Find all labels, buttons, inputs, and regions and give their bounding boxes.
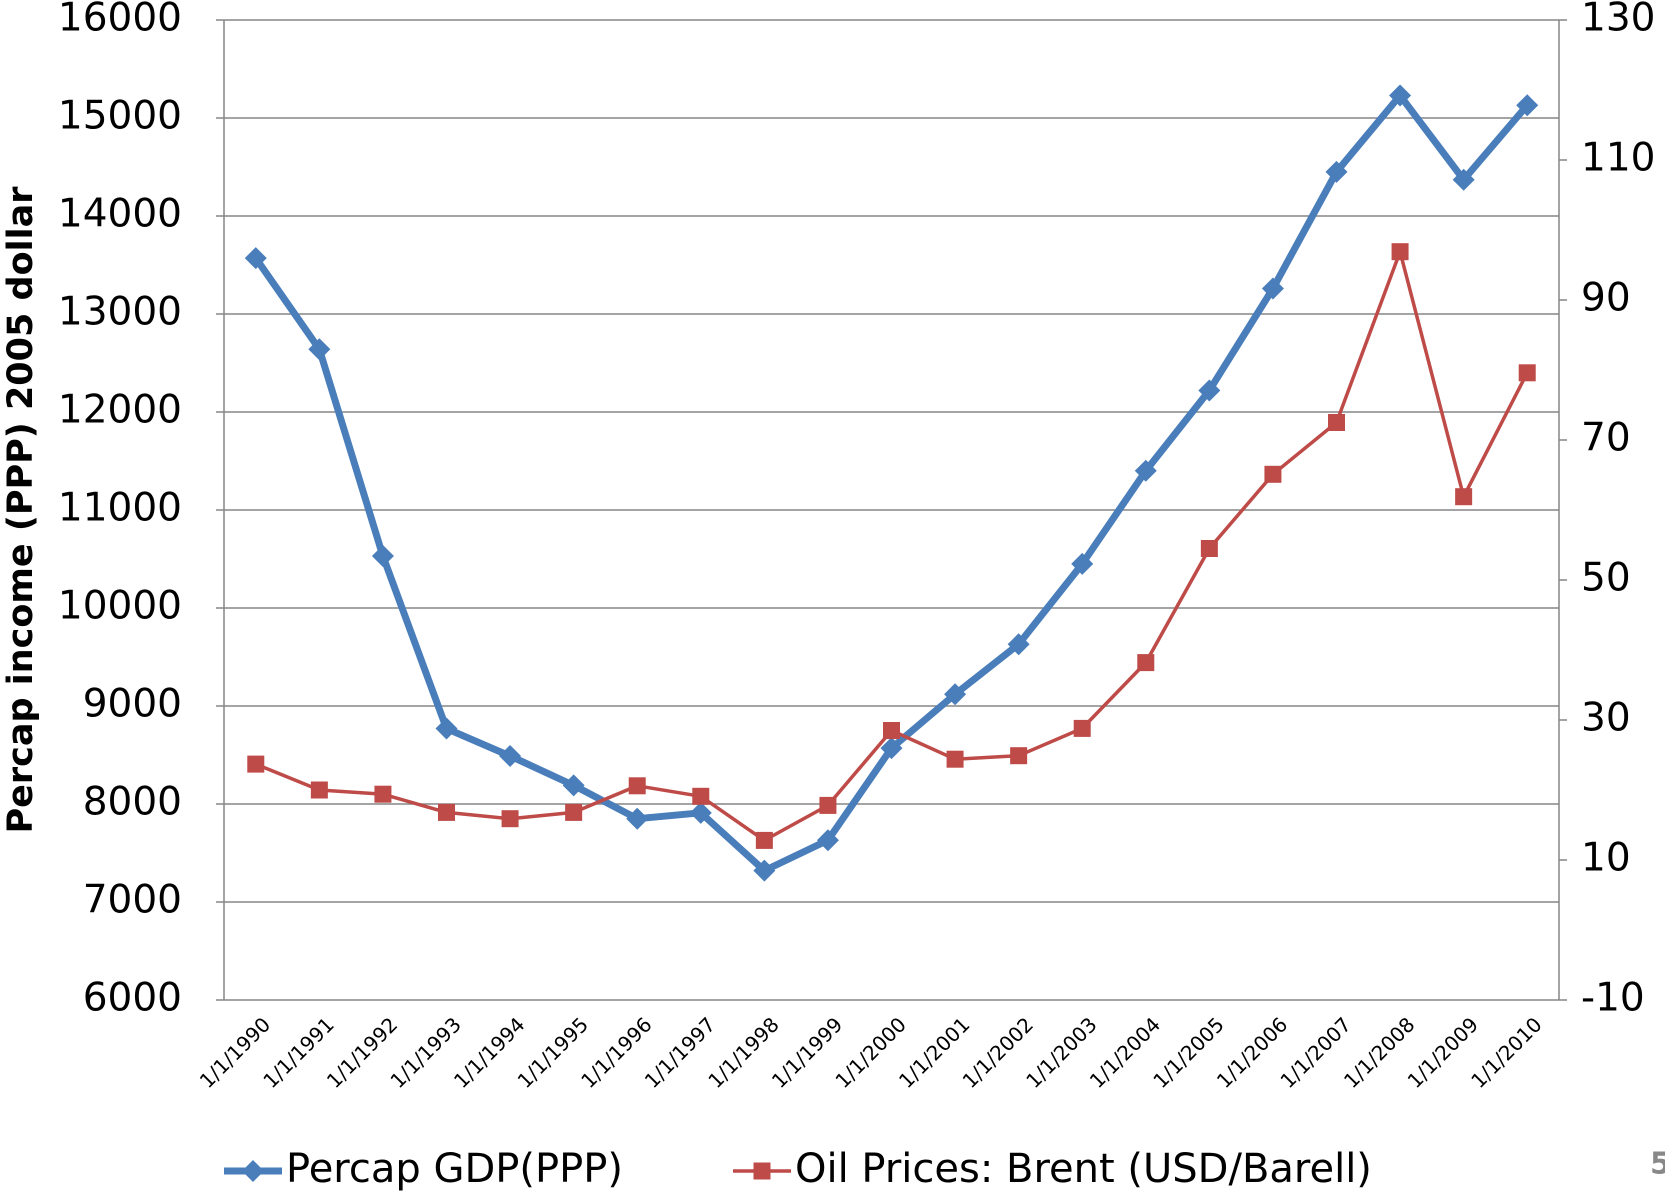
point <box>310 781 328 799</box>
point <box>374 785 392 803</box>
point <box>1134 459 1157 482</box>
y-tick-label: 16000 <box>58 0 182 41</box>
point <box>1328 414 1345 431</box>
point <box>242 1160 264 1182</box>
page-number: 5 <box>1650 1147 1665 1182</box>
y-tick-label: 10000 <box>58 584 182 629</box>
legend-label: Percap GDP(PPP) <box>286 1146 623 1192</box>
point <box>1010 747 1028 765</box>
x-tick-label: 1/1/2010 <box>1466 1012 1546 1092</box>
point <box>435 717 458 740</box>
point <box>689 801 712 824</box>
point <box>1071 552 1094 575</box>
y-tick-label: 9000 <box>83 682 182 727</box>
point <box>1200 540 1218 557</box>
point <box>499 744 522 767</box>
point <box>753 1162 771 1180</box>
y2-tick-label: 70 <box>1581 416 1631 461</box>
point <box>1073 719 1091 737</box>
point <box>1391 243 1409 261</box>
y-tick-label: 13000 <box>58 290 182 335</box>
point <box>883 722 900 739</box>
y2-tick-label: 10 <box>1581 836 1631 881</box>
point <box>1264 465 1282 483</box>
point <box>1518 364 1536 382</box>
point <box>628 777 646 795</box>
point <box>1007 633 1030 656</box>
point <box>1325 160 1348 183</box>
point <box>308 338 331 361</box>
point <box>244 247 267 270</box>
y2-tick-label: 130 <box>1581 0 1655 41</box>
point <box>501 810 519 828</box>
point <box>692 787 710 805</box>
point <box>819 796 837 814</box>
point <box>565 803 583 821</box>
y-tick-label: 15000 <box>58 94 182 139</box>
point <box>1516 94 1539 117</box>
y2-tick-label: -10 <box>1581 976 1645 1021</box>
point <box>1389 84 1412 107</box>
point <box>753 859 776 882</box>
point <box>755 831 773 849</box>
point <box>371 545 394 568</box>
point <box>944 683 967 706</box>
point <box>562 774 585 797</box>
point <box>880 737 903 760</box>
point <box>946 750 964 768</box>
point <box>247 755 265 773</box>
y2-tick-label: 110 <box>1581 136 1655 181</box>
point <box>1198 379 1221 402</box>
point <box>1455 488 1473 506</box>
y-axis-label: Percap income (PPP) 2005 dollar <box>1 186 41 834</box>
point <box>626 807 649 830</box>
point <box>816 829 839 852</box>
legend-label: Oil Prices: Brent (USD/Barell) <box>795 1146 1372 1192</box>
y2-tick-label: 90 <box>1581 276 1631 321</box>
y2-tick-label: 30 <box>1581 696 1631 741</box>
y-tick-label: 7000 <box>83 878 182 923</box>
y2-tick-label: 50 <box>1581 556 1631 601</box>
y-tick-label: 8000 <box>83 780 182 825</box>
y-tick-label: 11000 <box>58 486 182 531</box>
point <box>1261 277 1284 300</box>
point <box>438 803 455 821</box>
y-tick-label: 14000 <box>58 192 182 237</box>
y-tick-label: 12000 <box>58 388 182 433</box>
point <box>1137 654 1155 672</box>
y-tick-label: 6000 <box>83 976 182 1021</box>
point <box>1452 168 1475 191</box>
